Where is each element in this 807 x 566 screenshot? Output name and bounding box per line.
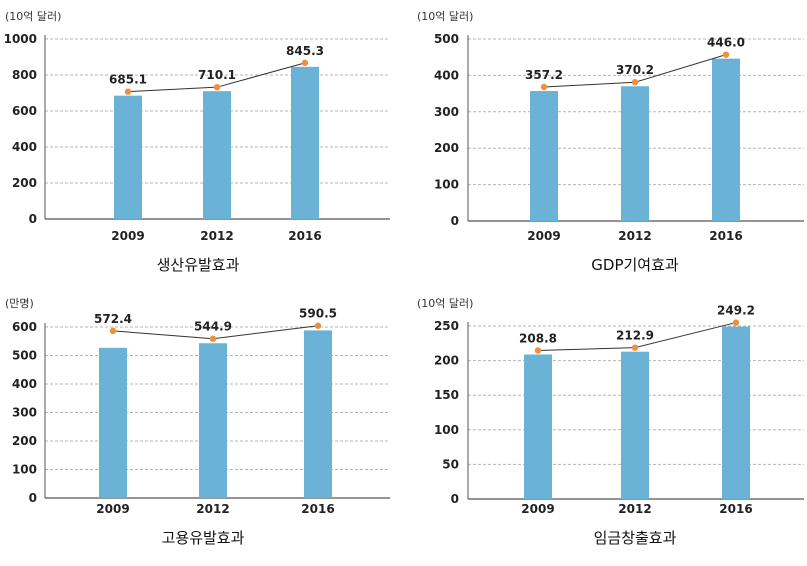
y-tick-label: 500 bbox=[434, 32, 459, 46]
x-tick-label: 2009 bbox=[521, 502, 554, 516]
y-tick-label: 400 bbox=[12, 377, 37, 391]
bar bbox=[621, 351, 649, 499]
line-marker bbox=[109, 327, 117, 335]
bar bbox=[291, 66, 319, 219]
line-marker bbox=[213, 83, 221, 91]
x-tick-label: 2009 bbox=[527, 229, 560, 243]
data-label: 370.2 bbox=[616, 63, 654, 77]
data-label: 544.9 bbox=[194, 320, 232, 334]
y-tick-label: 250 bbox=[434, 319, 459, 333]
y-tick-label: 0 bbox=[29, 212, 37, 226]
data-label: 685.1 bbox=[109, 73, 147, 87]
bar bbox=[524, 354, 552, 499]
y-tick-label: 100 bbox=[434, 178, 459, 192]
y-tick-label: 400 bbox=[434, 68, 459, 82]
line-marker bbox=[722, 51, 730, 58]
bar bbox=[304, 330, 332, 498]
line-marker bbox=[534, 347, 542, 354]
data-label: 212.9 bbox=[616, 329, 654, 343]
unit-label: (10억 달러) bbox=[417, 10, 473, 23]
x-tick-label: 2012 bbox=[618, 502, 651, 516]
line-marker bbox=[631, 344, 639, 351]
bar bbox=[203, 91, 231, 219]
chart-title: GDP기여효과 bbox=[591, 256, 679, 274]
bar bbox=[722, 326, 750, 499]
x-tick-label: 2016 bbox=[719, 502, 752, 516]
bar bbox=[114, 95, 142, 219]
data-label: 590.5 bbox=[299, 307, 337, 321]
y-tick-label: 1000 bbox=[4, 32, 37, 46]
chart-title: 생산유발효과 bbox=[157, 256, 240, 274]
bar bbox=[621, 86, 649, 222]
data-label: 572.4 bbox=[94, 312, 132, 326]
x-tick-label: 2016 bbox=[301, 502, 334, 516]
line-marker bbox=[209, 335, 217, 342]
y-tick-label: 200 bbox=[434, 141, 459, 155]
x-tick-label: 2016 bbox=[709, 229, 742, 243]
data-label: 208.8 bbox=[519, 332, 557, 346]
y-tick-label: 0 bbox=[451, 492, 459, 506]
y-tick-label: 200 bbox=[12, 176, 37, 190]
unit-label: (10억 달러) bbox=[5, 10, 61, 23]
y-tick-label: 300 bbox=[434, 105, 459, 119]
y-tick-label: 100 bbox=[434, 423, 459, 437]
y-tick-label: 200 bbox=[434, 354, 459, 368]
y-tick-label: 300 bbox=[12, 406, 37, 420]
x-tick-label: 2012 bbox=[196, 502, 229, 516]
bar bbox=[99, 347, 127, 498]
line-marker bbox=[732, 319, 740, 326]
unit-label: (10억 달러) bbox=[417, 297, 473, 310]
line-marker bbox=[540, 83, 548, 91]
line-marker bbox=[314, 322, 322, 329]
x-tick-label: 2009 bbox=[111, 229, 144, 243]
x-tick-label: 2012 bbox=[200, 229, 233, 243]
data-label: 446.0 bbox=[707, 36, 745, 50]
line-marker bbox=[301, 59, 309, 67]
chart-title: 고용유발효과 bbox=[162, 529, 245, 547]
y-tick-label: 100 bbox=[12, 463, 37, 477]
data-label: 249.2 bbox=[717, 304, 755, 318]
x-tick-label: 2012 bbox=[618, 229, 651, 243]
line-marker bbox=[631, 79, 639, 86]
bar bbox=[530, 90, 558, 221]
y-tick-label: 600 bbox=[12, 320, 37, 334]
y-tick-label: 400 bbox=[12, 140, 37, 154]
y-tick-label: 800 bbox=[12, 68, 37, 82]
bar bbox=[712, 58, 740, 221]
y-tick-label: 50 bbox=[442, 457, 459, 471]
data-label: 845.3 bbox=[286, 44, 324, 58]
chart-title: 임금창출효과 bbox=[594, 529, 677, 547]
data-label: 710.1 bbox=[198, 68, 236, 82]
y-tick-label: 0 bbox=[451, 214, 459, 228]
data-label: 357.2 bbox=[525, 68, 563, 82]
unit-label: (만명) bbox=[5, 297, 34, 310]
line-marker bbox=[124, 88, 132, 95]
y-tick-label: 500 bbox=[12, 349, 37, 363]
bar bbox=[199, 343, 227, 498]
y-tick-label: 200 bbox=[12, 434, 37, 448]
x-tick-label: 2009 bbox=[96, 502, 129, 516]
y-tick-label: 0 bbox=[29, 491, 37, 505]
y-tick-label: 600 bbox=[12, 104, 37, 118]
y-tick-label: 150 bbox=[434, 388, 459, 402]
x-tick-label: 2016 bbox=[288, 229, 321, 243]
